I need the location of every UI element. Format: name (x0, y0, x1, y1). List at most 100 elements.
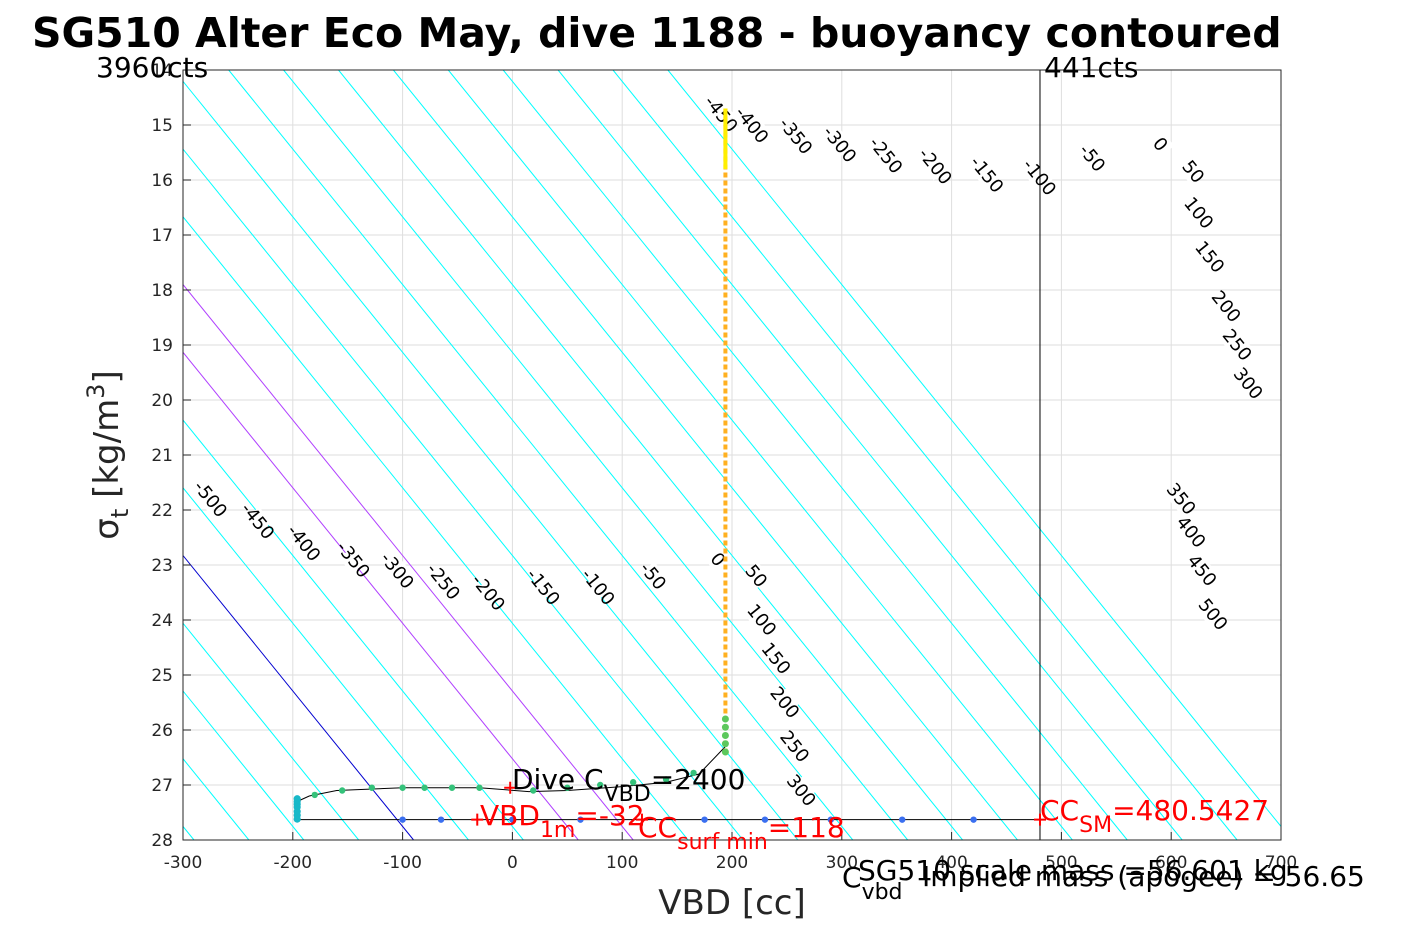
contour-label-bg (1195, 242, 1224, 272)
y-tick-label: 24 (151, 611, 173, 631)
contour-label-bg (429, 567, 458, 596)
contour-label-bg (529, 572, 558, 602)
climb-data-point (530, 787, 537, 794)
counts-label-right: 441cts (1044, 51, 1138, 84)
buoyancy-contour-line (183, 351, 579, 840)
x-tick-label: 700 (1265, 853, 1297, 873)
x-tick-label: 100 (606, 853, 638, 873)
buoyancy-contour-line (183, 419, 524, 840)
climb-data-point (368, 784, 376, 791)
surface-vbd-point (761, 816, 769, 823)
dive-profile-point (721, 740, 729, 748)
dive-c-vbd-annotation: Dive CVBD=2400 (512, 763, 745, 807)
contour-label-bg (747, 605, 776, 635)
contour-label-bg (474, 578, 503, 607)
contour-label-bg (921, 152, 950, 181)
contour-label-bg (781, 121, 810, 151)
contour-label-bg (706, 99, 736, 129)
axis-ticks: -300 -200 -100 0 100 200 300 400 500 600 700 14 15 16… (151, 61, 1297, 873)
surface-vbd-point (827, 816, 835, 823)
buoyancy-contour-line (0, 70, 84, 840)
buoyancy-contours (0, 70, 1281, 840)
contour-label-bg (243, 506, 272, 536)
buoyancy-contour-line (392, 70, 1018, 840)
y-tick-label: 15 (151, 116, 173, 136)
contour-label-bg (196, 484, 225, 514)
footer-cvbd-pre: C (842, 861, 862, 894)
y-tick-label: 20 (151, 391, 173, 411)
footer-implied-mass: Implied mass (apogee) = 56.65 (922, 860, 1365, 893)
climb-data-point (564, 784, 571, 791)
contour-label-bg (1146, 130, 1175, 159)
y-tick-label: 21 (151, 446, 173, 466)
contour-label-bg (383, 556, 412, 585)
x-tick-label: 400 (935, 853, 967, 873)
contour-label-bg (787, 776, 816, 805)
y-axis-label-sup: 3 (82, 384, 110, 399)
footer-cvbd: Cvbd (842, 861, 903, 905)
dive-c-vbd-post: =2400 (651, 763, 746, 796)
contour-label-bg (770, 688, 799, 717)
cc-sm-annotation: CCSM=480.5427 (1040, 794, 1269, 838)
buoyancy-contour-line (183, 80, 799, 840)
surface-vbd-point (701, 816, 708, 823)
x-tick-label: 0 (507, 853, 518, 873)
buoyancy-contour-line (183, 486, 469, 840)
contour-label-bg (1198, 600, 1227, 629)
red-marker (1033, 813, 1046, 826)
climb-data-point (597, 781, 604, 789)
y-tick-label: 16 (151, 171, 173, 191)
y-tick-label: 14 (151, 61, 173, 81)
buoyancy-contour-line (667, 70, 1281, 828)
climb-data-point (690, 769, 697, 777)
buoyancy-contour-line (612, 70, 1238, 840)
chart-title: SG510 Alter Eco May, dive 1188 - buoyanc… (32, 9, 1282, 57)
x-tick-label: 500 (1045, 853, 1077, 873)
buoyancy-contour-line (283, 70, 909, 840)
contour-label-bg (1223, 330, 1252, 360)
contour-label-bg (742, 561, 771, 591)
contour-label-bg (638, 561, 668, 591)
buoyancy-contour-line (557, 70, 1183, 840)
cc-sm-pre: CC (1040, 794, 1079, 827)
buoyancy-contour-line (183, 554, 414, 840)
climb-data-point (339, 787, 346, 794)
contour-label-bg (825, 130, 854, 159)
red-marker (504, 781, 517, 794)
climb-data-point (311, 791, 318, 799)
contour-label-bg (1078, 143, 1107, 173)
buoyancy-contour-line (183, 148, 744, 840)
footer-sg-scale-mass: SG510 scale mass =56.601 kg (858, 854, 1288, 887)
contour-label-bg (1187, 556, 1217, 585)
y-axis-label-unit: [kg/m (87, 399, 127, 509)
contour-label-bg (871, 141, 900, 170)
cc-sm-sub: SM (1079, 813, 1112, 838)
surface-data-point (293, 815, 301, 823)
y-axis-label: σt [kg/m3] (82, 370, 134, 539)
cc-surf-min-post: =118 (768, 811, 845, 844)
contour-label-bg (289, 528, 318, 558)
dive-c-vbd-sub: VBD (604, 782, 651, 807)
surface-vbd-point (437, 816, 445, 823)
x-axis-label: VBD [cc] (658, 883, 806, 923)
surface-vbd-point (970, 816, 977, 823)
x-tick-label: 600 (1155, 853, 1187, 873)
buoyancy-contour-line (447, 70, 1073, 840)
buoyancy-contour-line (183, 622, 360, 840)
dive-profile-point (721, 748, 729, 756)
climb-data-point (476, 784, 483, 791)
contour-label-bg (737, 110, 766, 140)
x-tick-label: -100 (383, 853, 422, 873)
surface-vbd-point (399, 816, 406, 823)
surface-vbd-point (577, 816, 584, 823)
climb-data-point (629, 779, 637, 786)
contour-label-bg (1233, 369, 1263, 398)
climb-data-point (421, 784, 428, 791)
y-tick-label: 19 (151, 336, 173, 356)
climb-data-point (448, 784, 456, 791)
buoyancy-contour-line (183, 283, 634, 840)
cc-sm-post: =480.5427 (1112, 794, 1269, 827)
y-tick-label: 28 (151, 831, 173, 851)
contour-label-bg (780, 732, 809, 761)
